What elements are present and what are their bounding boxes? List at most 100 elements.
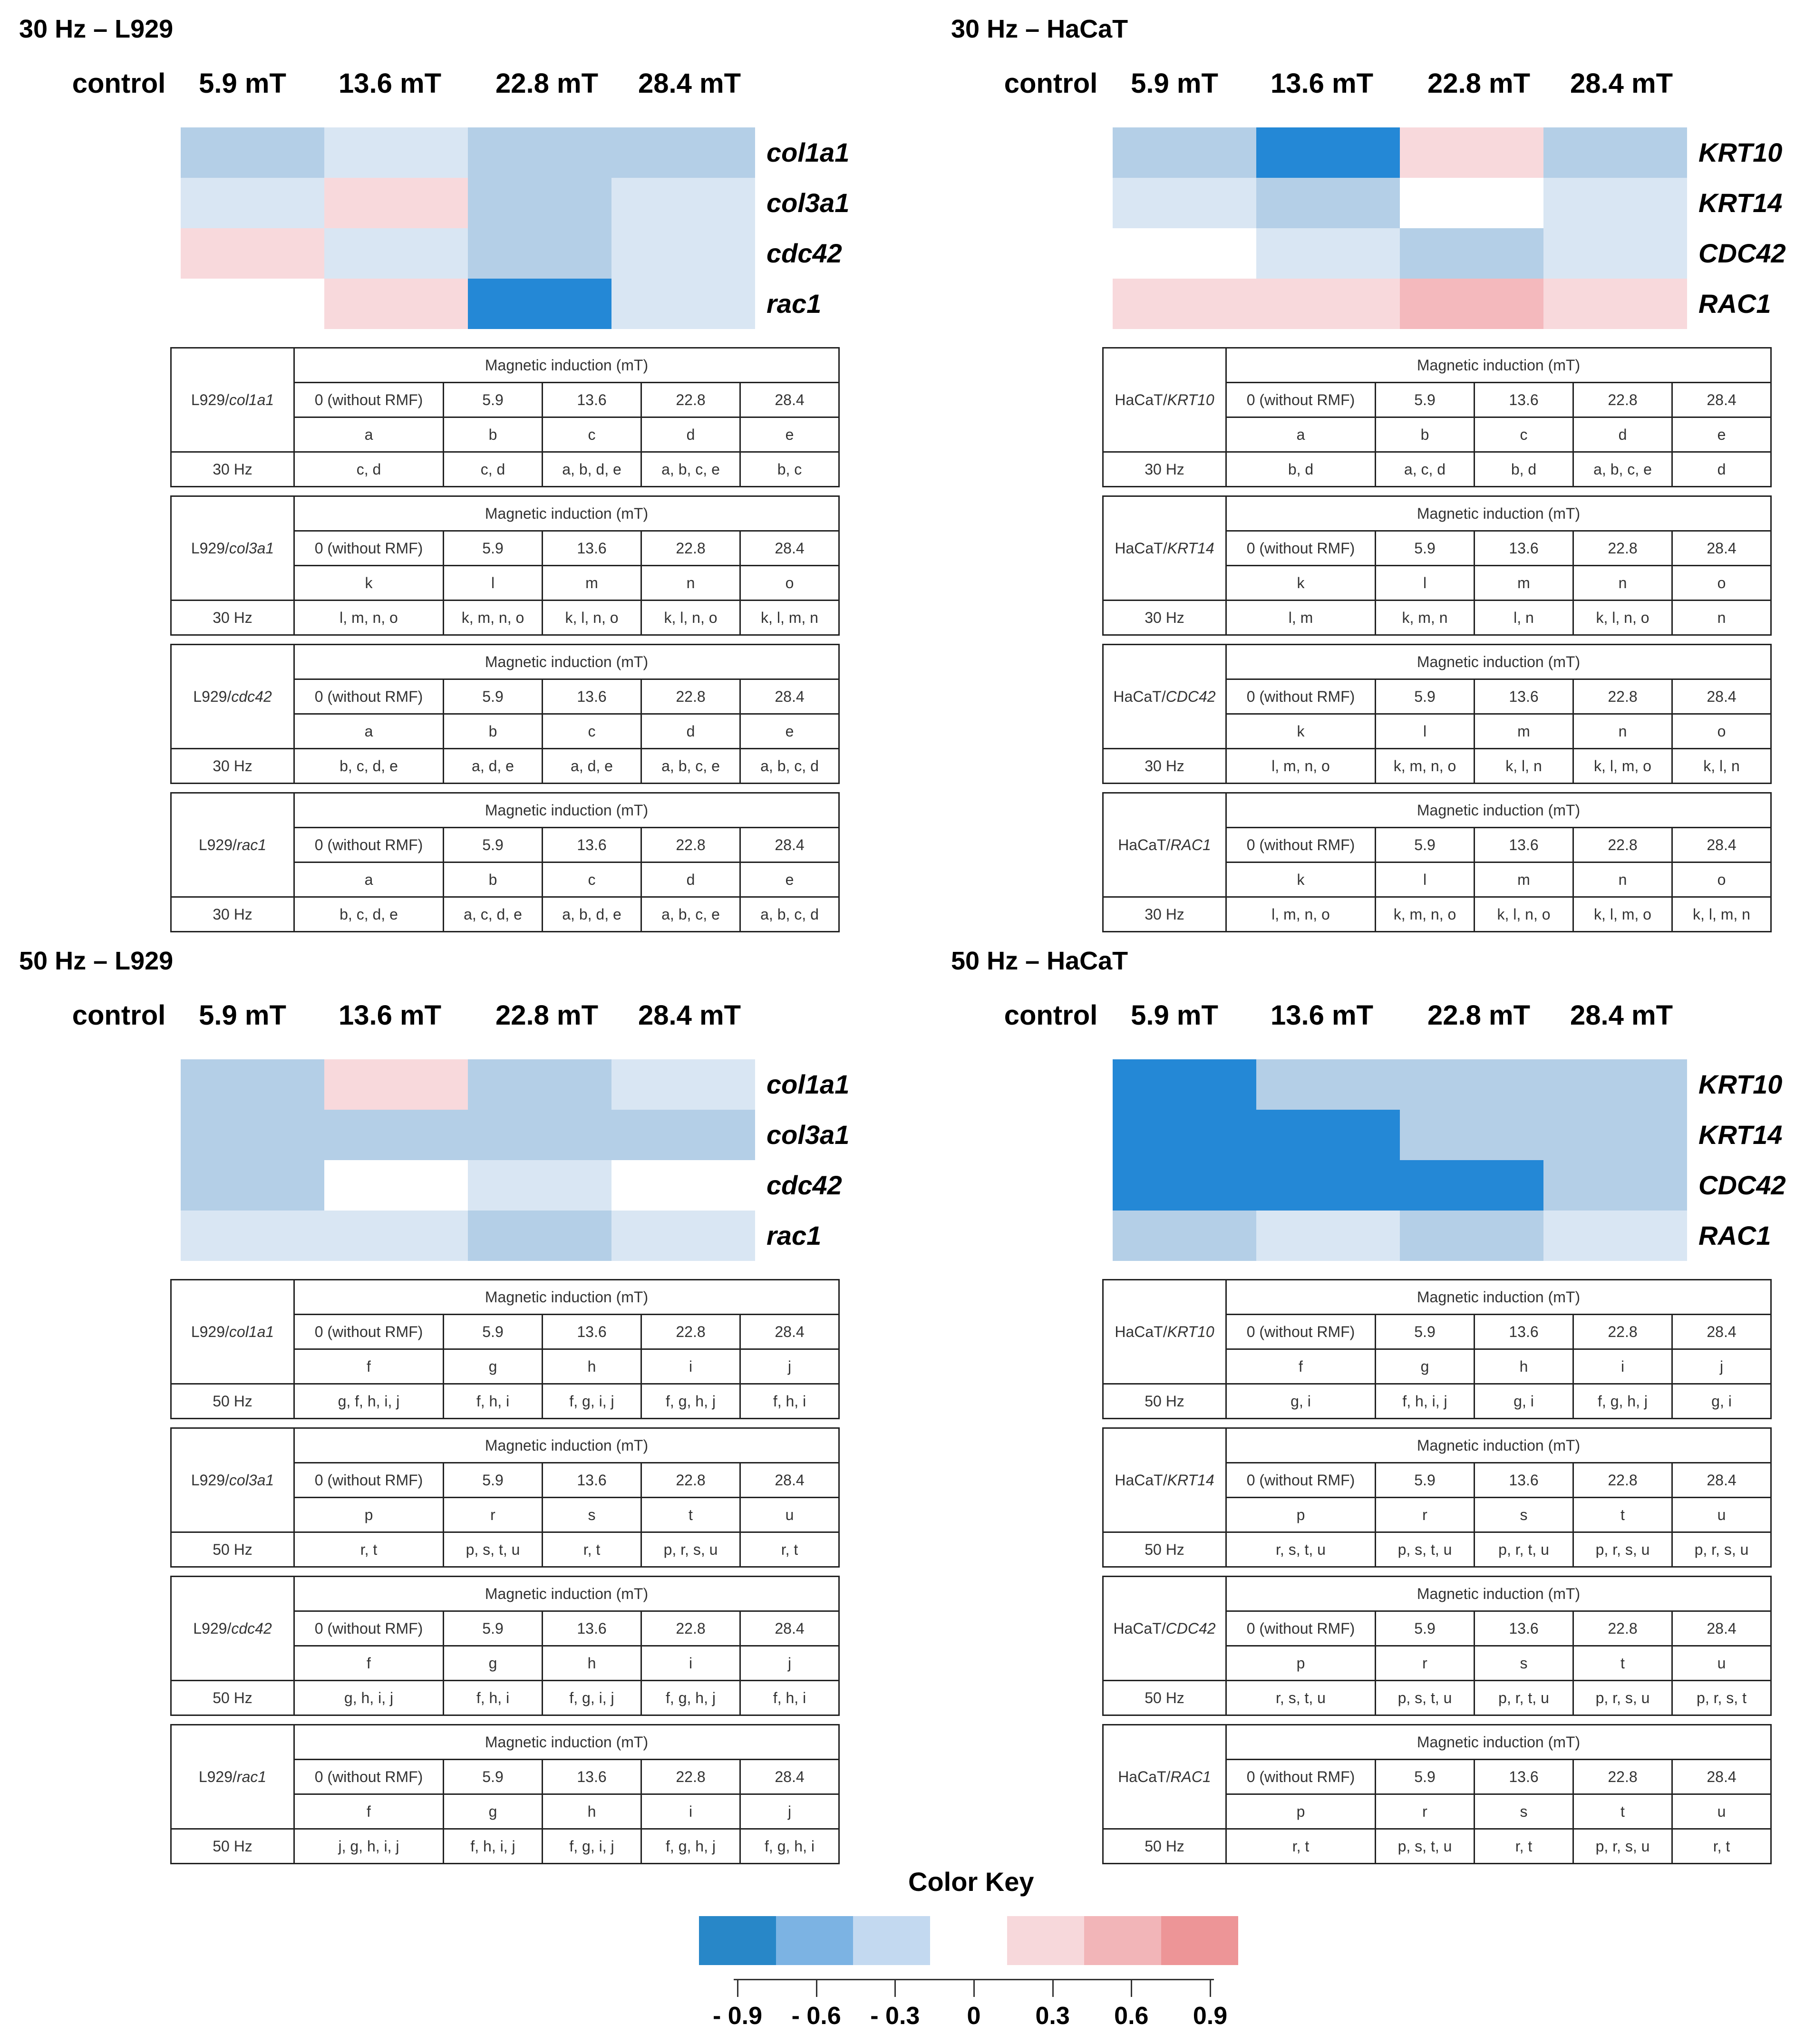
group-letter: p xyxy=(1225,1497,1376,1533)
group-gene: CDC42 xyxy=(1165,1620,1216,1637)
heatmap-cell xyxy=(1543,127,1687,178)
table-group-name: HaCaT/CDC42 xyxy=(1102,644,1227,749)
color-key-swatch xyxy=(1084,1916,1161,1965)
group-letter: r xyxy=(443,1497,543,1533)
color-key-label: - 0.9 xyxy=(712,2002,763,2030)
induction-value: 5.9 xyxy=(1375,1610,1475,1647)
table-header: Magnetic induction (mT) xyxy=(293,1427,840,1463)
induction-value: 13.6 xyxy=(542,1314,642,1350)
induction-value: 13.6 xyxy=(1474,1610,1574,1647)
color-key-label: - 0.3 xyxy=(870,2002,920,2030)
column-header: 22.8 mT xyxy=(495,1000,598,1031)
induction-value: 5.9 xyxy=(443,1314,543,1350)
group-letter: i xyxy=(1572,1348,1673,1385)
column-header: 13.6 mT xyxy=(339,68,441,99)
group-letter: f xyxy=(1225,1348,1376,1385)
heatmap-cell xyxy=(1256,127,1400,178)
group-letter: l xyxy=(1375,862,1475,898)
heatmap-cell xyxy=(324,127,468,178)
stats-table: L929/cdc42 Magnetic induction (mT) 0 (with… xyxy=(170,1576,840,1716)
induction-value: 0 (without RMF) xyxy=(293,1314,444,1350)
group-letter: n xyxy=(1572,713,1673,749)
significance-groups: p, r, s, u xyxy=(1671,1531,1772,1568)
heatmap-panel: 30 Hz – L929 control 5.9 mT 13.6 mT 22.8 mT 2… xyxy=(19,14,899,946)
heatmap-cell xyxy=(611,1211,755,1261)
group-letter: r xyxy=(1375,1645,1475,1681)
column-header: control xyxy=(1004,68,1098,99)
frequency-label: 50 Hz xyxy=(170,1828,295,1864)
color-key-label: 0.6 xyxy=(1114,2002,1149,2030)
gene-label: RAC1 xyxy=(1698,1221,1771,1250)
significance-groups: r, s, t, u xyxy=(1225,1531,1376,1568)
significance-groups: p, s, t, u xyxy=(1375,1531,1475,1568)
table-header: Magnetic induction (mT) xyxy=(293,1576,840,1612)
group-letter: c xyxy=(542,713,642,749)
group-letter: d xyxy=(640,713,741,749)
gene-label: col3a1 xyxy=(767,188,850,218)
significance-groups: p, r, s, u xyxy=(1572,1828,1673,1864)
induction-value: 5.9 xyxy=(443,1610,543,1647)
heatmap-cell xyxy=(324,1160,468,1211)
frequency-label: 30 Hz xyxy=(1102,451,1227,487)
induction-value: 28.4 xyxy=(739,1759,840,1795)
group-gene: rac1 xyxy=(236,1768,267,1785)
significance-groups: a, b, c, d xyxy=(739,748,840,784)
gene-label: cdc42 xyxy=(767,1170,842,1200)
stats-table: L929/cdc42 Magnetic induction (mT) 0 (with… xyxy=(170,644,840,784)
induction-value: 5.9 xyxy=(1375,678,1475,715)
induction-value: 28.4 xyxy=(1671,382,1772,418)
induction-value: 22.8 xyxy=(640,530,741,566)
color-key-tick xyxy=(815,1979,817,1997)
table-header: Magnetic induction (mT) xyxy=(1225,495,1772,532)
heatmap-cell xyxy=(1256,178,1400,228)
table-header: Magnetic induction (mT) xyxy=(293,347,840,383)
heatmap-cell xyxy=(1400,279,1543,329)
group-letter: k xyxy=(1225,862,1376,898)
group-gene: col3a1 xyxy=(229,540,274,557)
group-letter: n xyxy=(1572,565,1673,601)
induction-value: 28.4 xyxy=(739,382,840,418)
panel-title: 30 Hz – HaCaT xyxy=(951,15,1128,43)
induction-value: 22.8 xyxy=(1572,530,1673,566)
heatmap-cell xyxy=(1543,1110,1687,1160)
group-letter: h xyxy=(542,1793,642,1830)
table-header: Magnetic induction (mT) xyxy=(293,792,840,828)
color-key-tick xyxy=(894,1979,896,1997)
column-header: 5.9 mT xyxy=(1131,68,1218,99)
group-letter: g xyxy=(1375,1348,1475,1385)
stats-table: HaCaT/KRT10 Magnetic induction (mT) 0 (wit… xyxy=(1102,347,1772,487)
table-header: Magnetic induction (mT) xyxy=(1225,1427,1772,1463)
group-prefix: HaCaT/ xyxy=(1115,1323,1167,1340)
significance-groups: b, d xyxy=(1225,451,1376,487)
group-letter: s xyxy=(1474,1793,1574,1830)
significance-groups: p, s, t, u xyxy=(1375,1680,1475,1716)
heatmap-cell xyxy=(324,279,468,329)
table-group-name: HaCaT/KRT14 xyxy=(1102,495,1227,601)
heatmap-cell xyxy=(1543,1160,1687,1211)
stats-table: HaCaT/RAC1 Magnetic induction (mT) 0 (with… xyxy=(1102,1724,1772,1864)
group-gene: col1a1 xyxy=(229,1323,274,1340)
column-header: 28.4 mT xyxy=(1570,1000,1673,1031)
gene-label: CDC42 xyxy=(1698,238,1786,268)
column-header: control xyxy=(72,68,166,99)
significance-groups: a, b, d, e xyxy=(542,451,642,487)
color-key-label: 0 xyxy=(967,2002,981,2030)
group-letter: s xyxy=(1474,1497,1574,1533)
heatmap-cell xyxy=(181,178,324,228)
color-key-label: 0.3 xyxy=(1035,2002,1070,2030)
heatmap-cell xyxy=(611,1110,755,1160)
column-header: 22.8 mT xyxy=(1427,68,1530,99)
induction-value: 13.6 xyxy=(1474,382,1574,418)
significance-groups: f, h, i xyxy=(443,1680,543,1716)
induction-value: 28.4 xyxy=(739,530,840,566)
significance-groups: a, b, c, e xyxy=(1572,451,1673,487)
heatmap-cell xyxy=(1113,1110,1256,1160)
induction-value: 0 (without RMF) xyxy=(1225,382,1376,418)
group-letter: t xyxy=(1572,1793,1673,1830)
group-letter: a xyxy=(1225,417,1376,453)
significance-groups: f, g, i, j xyxy=(542,1828,642,1864)
induction-value: 13.6 xyxy=(542,827,642,863)
significance-groups: k, l, m, n xyxy=(1671,896,1772,932)
significance-groups: c, d xyxy=(443,451,543,487)
column-header: 28.4 mT xyxy=(638,1000,741,1031)
